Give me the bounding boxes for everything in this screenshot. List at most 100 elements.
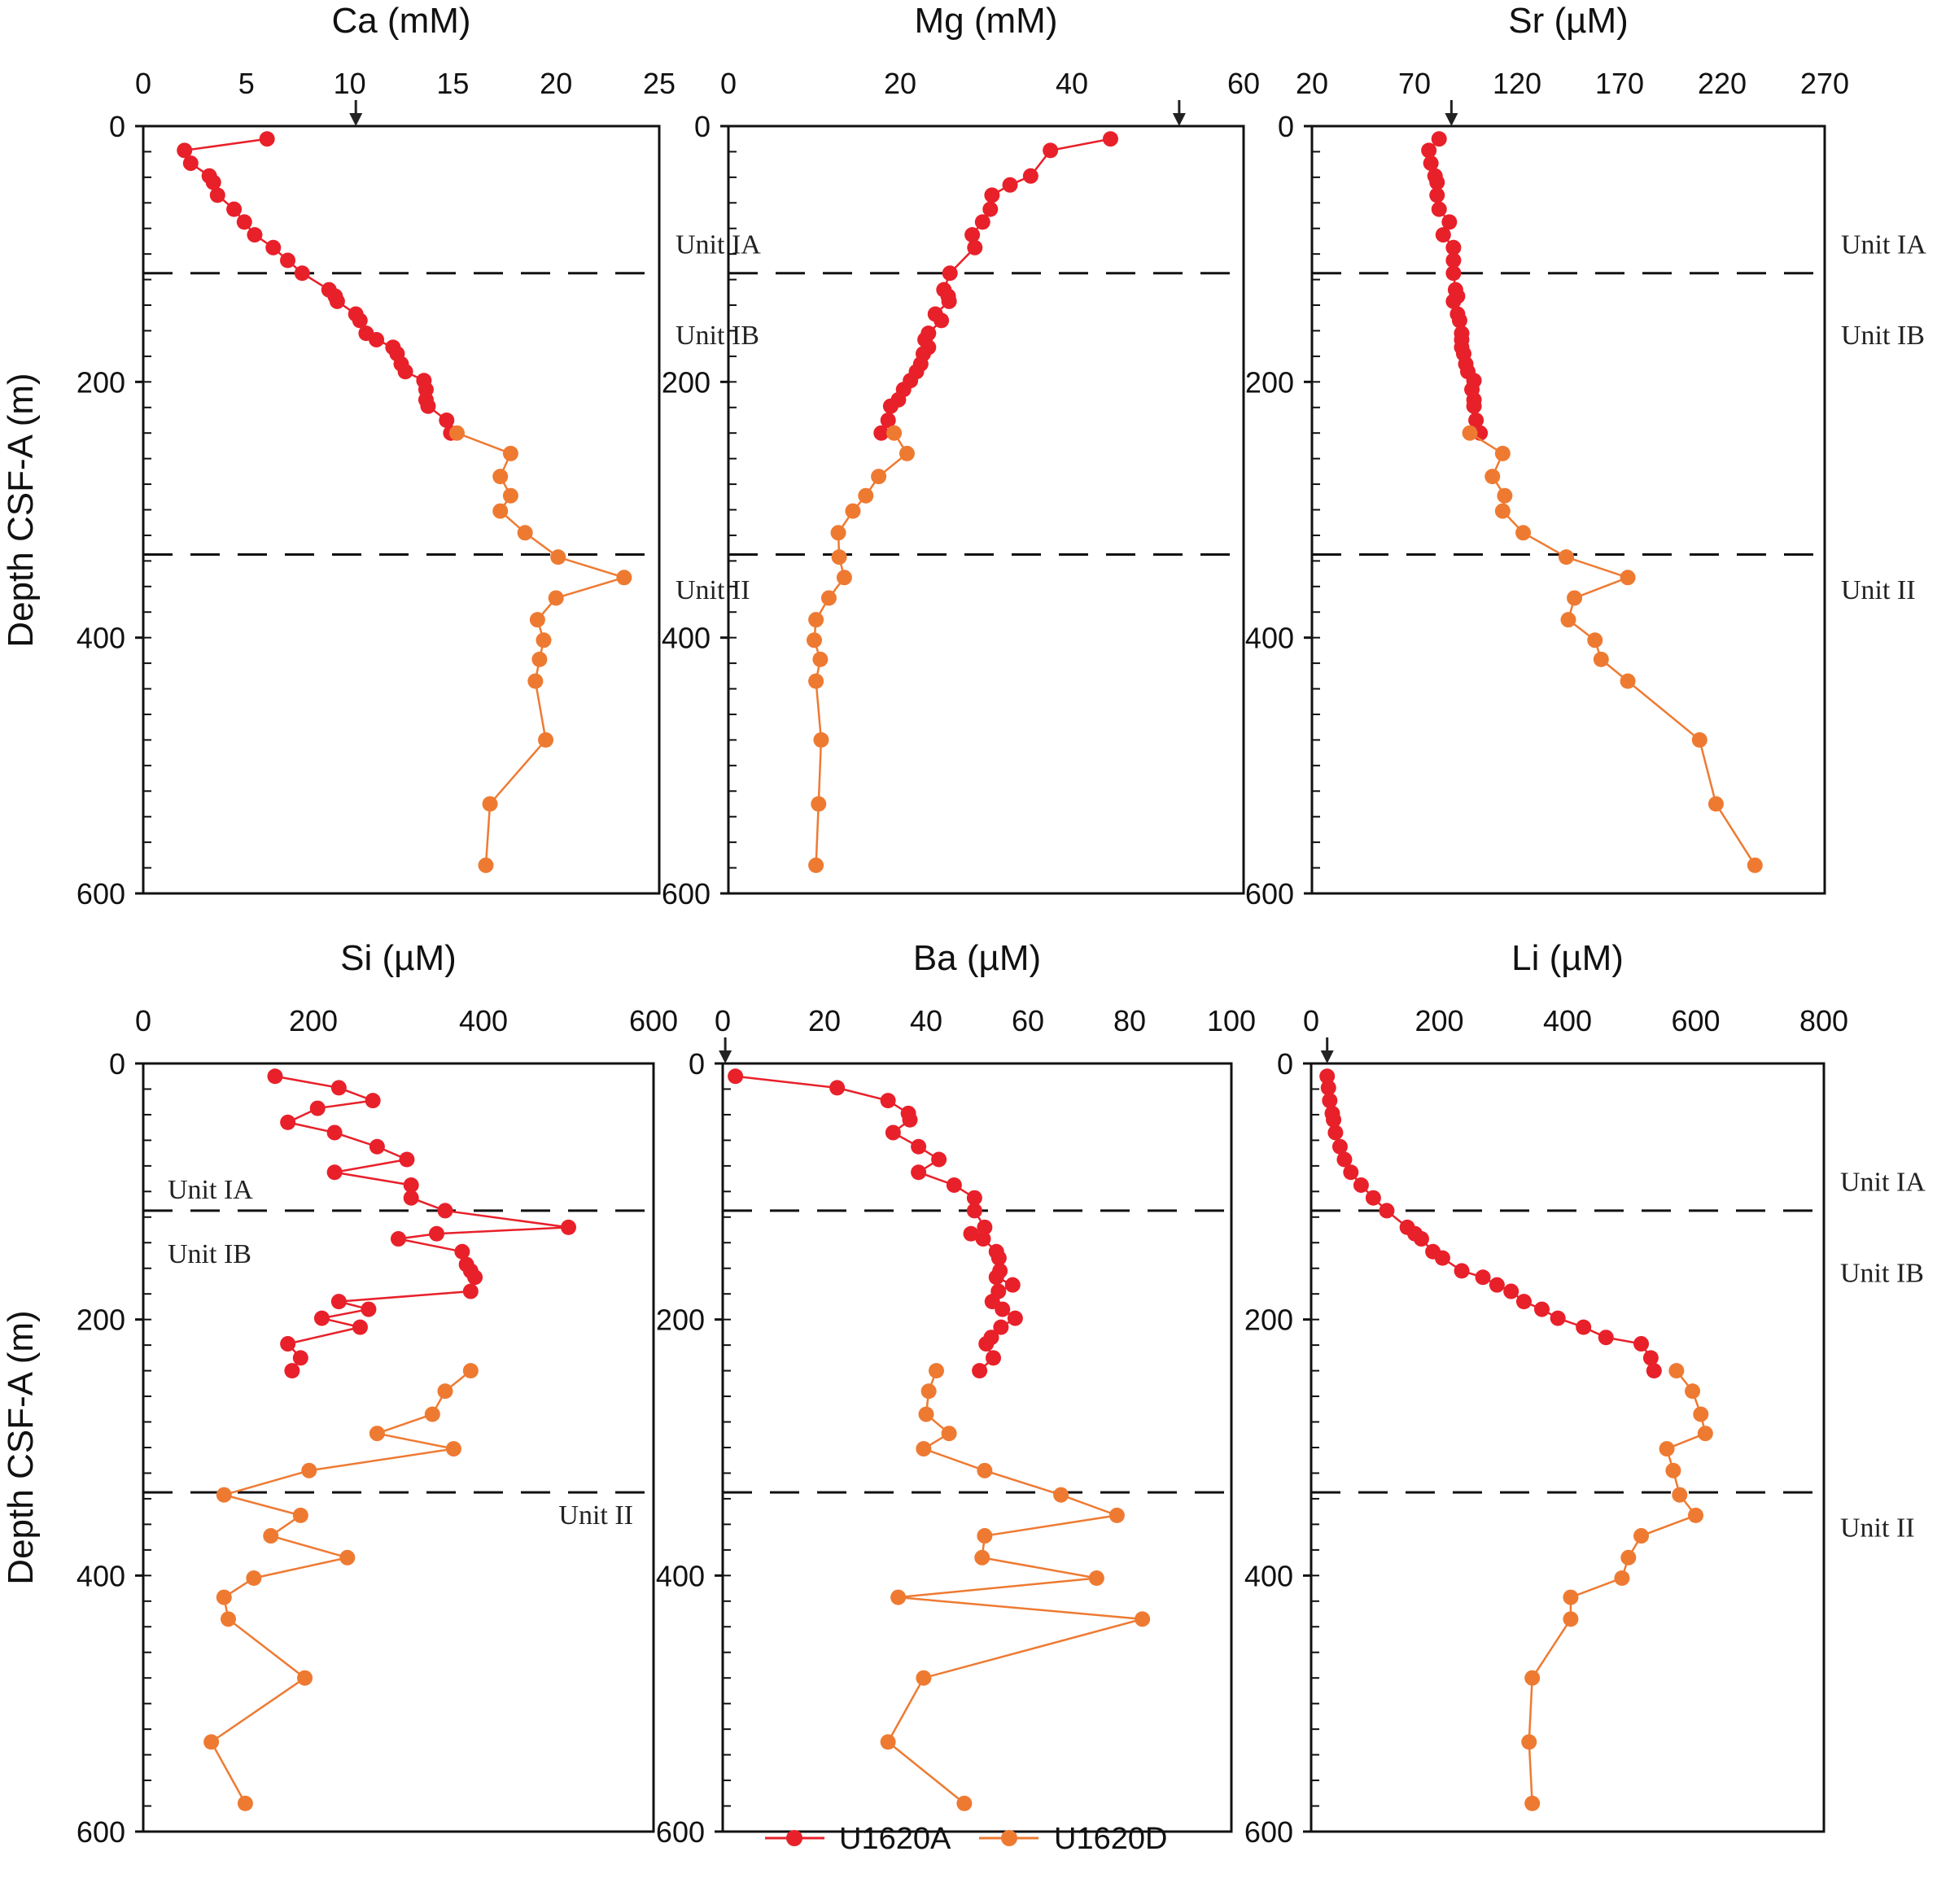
data-point-u1620d — [886, 425, 903, 441]
data-point-u1620a — [462, 1283, 479, 1299]
data-point-u1620a — [280, 1336, 296, 1352]
series-line-u1620d — [1528, 1369, 1707, 1804]
data-point-u1620a — [1102, 131, 1118, 147]
x-tick-label-sr: 120 — [1493, 67, 1541, 100]
data-point-u1620a — [205, 174, 221, 190]
data-point-u1620d — [263, 1528, 279, 1544]
data-point-u1620a — [1435, 227, 1451, 243]
data-point-u1620a — [1431, 201, 1447, 217]
data-point-u1620a — [829, 1080, 846, 1096]
data-point-u1620a — [964, 227, 981, 243]
y-tick-label: 400 — [1245, 622, 1294, 655]
legend: U1620A U1620D — [765, 1822, 1167, 1856]
data-point-u1620d — [1672, 1487, 1688, 1503]
seawater-arrow-head — [719, 1050, 732, 1063]
data-point-u1620d — [550, 549, 566, 566]
data-point-u1620d — [1563, 1589, 1579, 1605]
data-point-u1620d — [941, 1426, 957, 1442]
data-point-u1620a — [1322, 1093, 1338, 1109]
data-point-u1620a — [391, 1231, 406, 1247]
legend-label-u1620a: U1620A — [839, 1822, 951, 1856]
x-tick-label-si: 400 — [459, 1004, 508, 1037]
data-point-u1620a — [1336, 1151, 1353, 1168]
data-point-u1620d — [616, 570, 632, 586]
data-point-u1620a — [885, 1124, 901, 1141]
series-line-u1620a — [735, 1075, 1017, 1372]
data-point-u1620a — [280, 1114, 296, 1130]
data-point-u1620d — [246, 1570, 262, 1586]
data-point-u1620d — [916, 1670, 932, 1686]
data-point-u1620d — [808, 612, 824, 628]
data-point-u1620a — [397, 364, 413, 380]
x-tick-label-ca: 0 — [135, 67, 151, 100]
data-point-u1620d — [929, 1363, 944, 1379]
x-tick-label-ca: 10 — [334, 67, 366, 100]
data-point-u1620d — [538, 731, 554, 748]
panel-ba: Ba (µM) 0 200 400 600 0 20 40 60 80 100 — [656, 938, 1256, 1849]
x-tick-label-ba: 60 — [1012, 1004, 1044, 1037]
data-point-u1620a — [399, 1151, 415, 1168]
x-tick-label-si: 600 — [629, 1004, 678, 1037]
data-point-u1620d — [880, 1734, 896, 1750]
data-point-u1620a — [1429, 174, 1445, 190]
data-point-u1620d — [478, 857, 494, 873]
data-point-u1620a — [977, 1219, 993, 1235]
unit-label: Unit IB — [1840, 1258, 1924, 1288]
data-point-u1620a — [437, 1203, 453, 1219]
data-point-u1620a — [1431, 131, 1447, 147]
data-point-u1620a — [1445, 239, 1462, 255]
x-tick-label-mg: 20 — [884, 67, 916, 100]
data-point-u1620d — [482, 796, 498, 812]
data-point-u1620d — [1558, 549, 1574, 566]
data-point-u1620d — [502, 487, 518, 504]
data-point-u1620d — [237, 1795, 253, 1811]
data-point-u1620d — [1497, 487, 1513, 504]
data-point-u1620d — [301, 1462, 317, 1478]
data-point-u1620d — [502, 445, 518, 461]
x-tick-label-mg: 0 — [720, 67, 737, 100]
data-point-u1620a — [902, 1111, 918, 1128]
series-line-u1620a — [1326, 1076, 1655, 1371]
x-tick-label-sr: 170 — [1595, 67, 1644, 100]
x-tick-label-ca: 5 — [238, 67, 255, 100]
data-point-u1620d — [977, 1462, 993, 1478]
data-point-u1620d — [1633, 1528, 1650, 1544]
data-point-u1620d — [437, 1383, 453, 1400]
data-point-u1620d — [1521, 1734, 1537, 1750]
unit-label: Unit IB — [676, 321, 759, 351]
data-point-u1620a — [454, 1243, 470, 1260]
data-point-u1620a — [1379, 1203, 1395, 1219]
x-tick-label-li: 0 — [1303, 1004, 1319, 1037]
data-point-u1620d — [1560, 612, 1576, 628]
data-point-u1620d — [203, 1734, 220, 1750]
data-point-u1620a — [984, 187, 1000, 203]
data-point-u1620a — [1466, 398, 1482, 414]
x-tick-label-ca: 20 — [540, 67, 572, 100]
data-point-u1620a — [236, 214, 252, 230]
series-line-u1620a — [880, 138, 1111, 434]
y-tick-label: 0 — [689, 1047, 705, 1081]
data-point-u1620d — [1135, 1611, 1151, 1627]
data-point-u1620a — [1429, 187, 1445, 203]
data-point-u1620a — [931, 1151, 947, 1168]
x-tick-label-mg: 60 — [1227, 67, 1260, 100]
data-point-u1620a — [1646, 1363, 1662, 1379]
data-point-u1620a — [995, 1301, 1011, 1317]
data-point-u1620a — [728, 1068, 744, 1085]
plot-frame-ca — [142, 124, 661, 895]
y-tick-label: 600 — [77, 877, 125, 911]
y-tick-label: 600 — [1245, 877, 1294, 911]
y-tick-label: 200 — [1245, 365, 1294, 399]
data-point-u1620d — [1462, 425, 1478, 441]
x-tick-label-li: 600 — [1671, 1004, 1720, 1037]
y-tick-label: 200 — [77, 1304, 125, 1337]
data-point-u1620d — [1620, 570, 1636, 586]
y-tick-label: 400 — [656, 1559, 705, 1592]
data-point-u1620d — [1563, 1611, 1579, 1627]
data-point-u1620d — [1593, 651, 1609, 667]
data-point-u1620d — [811, 796, 827, 812]
data-point-u1620a — [403, 1177, 419, 1193]
data-point-u1620a — [1550, 1310, 1566, 1326]
data-point-u1620d — [527, 673, 544, 689]
data-point-u1620a — [1319, 1068, 1336, 1085]
